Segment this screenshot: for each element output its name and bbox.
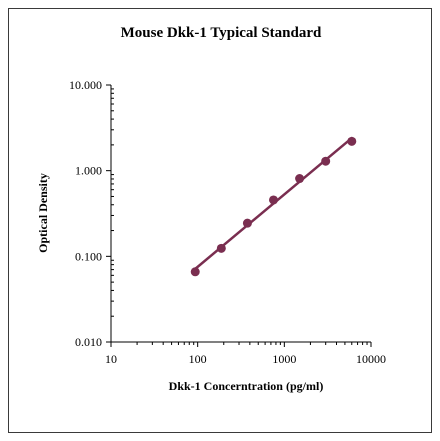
y-tick-label: 10.000 (69, 78, 102, 92)
x-tick-label: 10000 (356, 352, 386, 366)
axis-ticks: 0.010 0.100 1.000 10.000 10 100 1000 10000 (69, 78, 386, 366)
data-marks (190, 136, 357, 277)
y-tick-label: 1.000 (75, 164, 102, 178)
chart-title: Mouse Dkk-1 Typical Standard (121, 25, 322, 41)
data-point (269, 195, 279, 205)
y-axis-label: Optical Density (36, 173, 50, 253)
data-point (321, 156, 331, 166)
data-point (295, 174, 305, 184)
chart-frame: Mouse Dkk-1 Typical Standard Optical Den… (8, 8, 432, 433)
data-point (190, 267, 200, 277)
y-tick-label: 0.100 (75, 249, 102, 263)
x-axis-label: Dkk-1 Concerntration (pg/ml) (169, 379, 324, 393)
y-tick-label: 0.010 (75, 335, 102, 349)
standard-curve-chart: Mouse Dkk-1 Typical Standard Optical Den… (36, 25, 386, 393)
data-point (242, 218, 252, 228)
data-point (216, 243, 226, 253)
x-tick-label: 10 (105, 352, 117, 366)
x-tick-label: 100 (189, 352, 207, 366)
x-tick-label: 1000 (272, 352, 296, 366)
data-point (347, 136, 357, 146)
